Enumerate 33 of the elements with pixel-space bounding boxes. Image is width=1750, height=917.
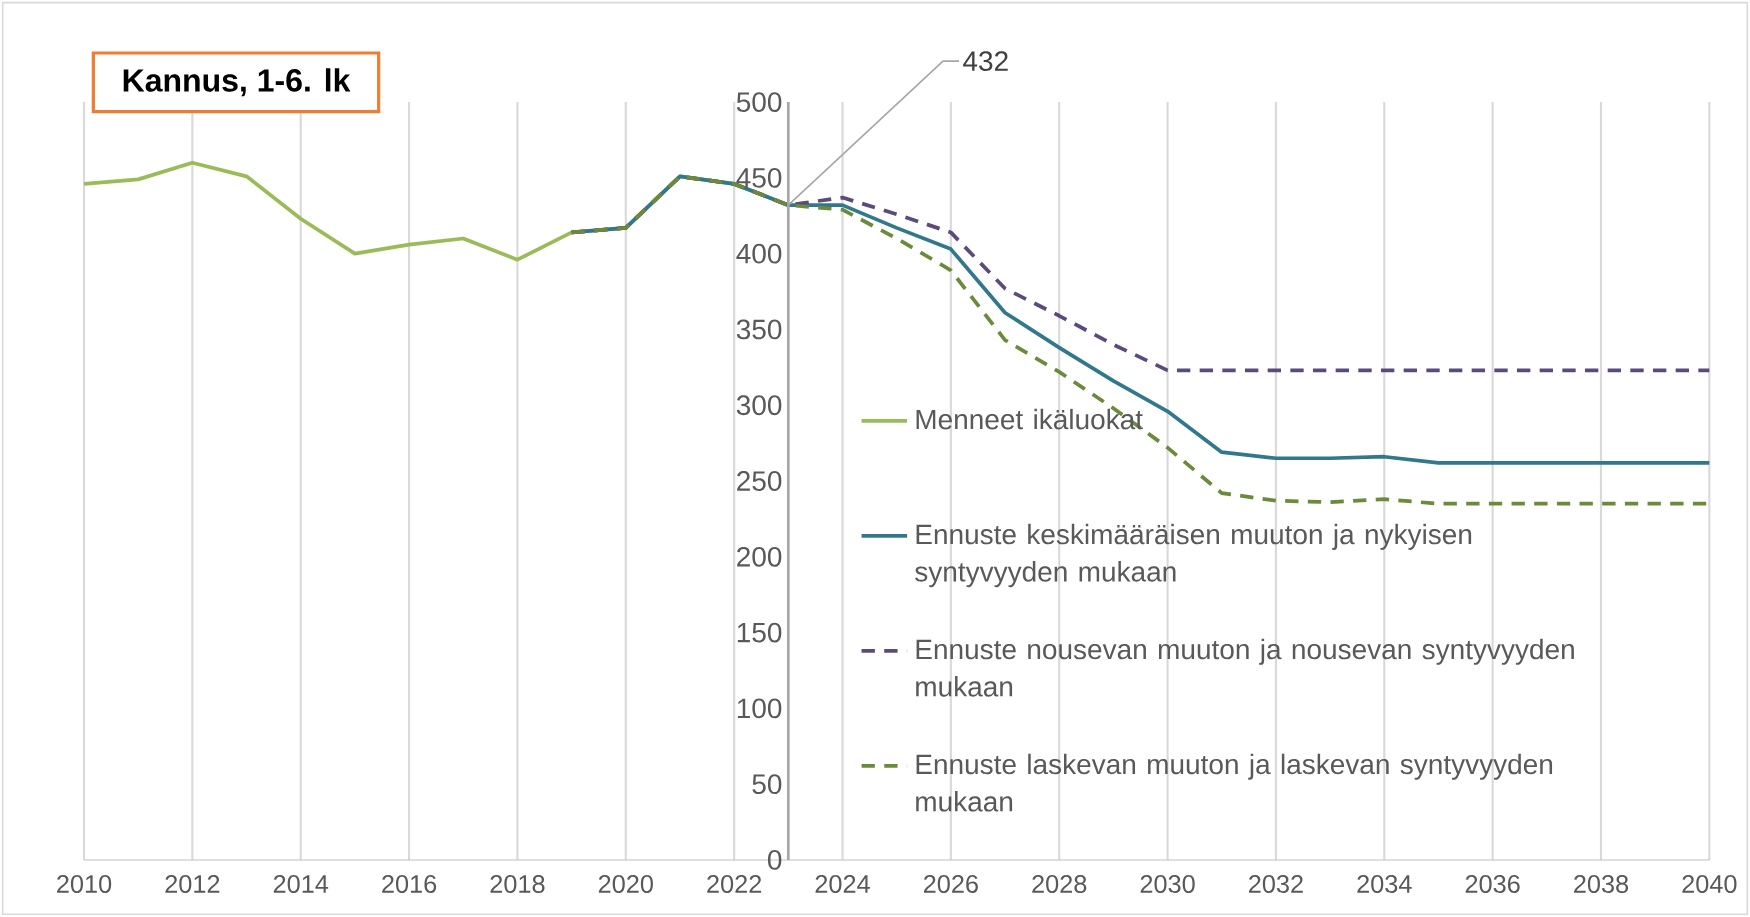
x-tick-label: 2036 [1465, 875, 1520, 893]
y-tick-label: 0 [767, 850, 782, 870]
x-tick-label: 2020 [598, 875, 653, 893]
y-tick-label: 250 [737, 471, 782, 491]
y-tick-label: 200 [737, 546, 782, 567]
x-tick-label: 2022 [707, 875, 762, 893]
x-tick-label: 2012 [165, 875, 220, 893]
y-tick-label: 50 [752, 774, 782, 795]
x-tick-label: 2034 [1357, 875, 1412, 893]
annotation: 432 [963, 51, 1008, 72]
x-tick-label: 2024 [815, 875, 870, 893]
chart-title: Kannus, 1-6. lk [123, 68, 351, 97]
y-tick-label: 450 [736, 167, 782, 188]
y-tick-label: 300 [736, 395, 782, 416]
y-tick-label: 350 [736, 319, 782, 340]
x-tick-label: 2032 [1248, 875, 1303, 893]
x-tick-label: 2026 [923, 875, 978, 893]
x-tick-label: 2038 [1574, 875, 1629, 893]
x-tick-label: 2018 [490, 875, 545, 893]
x-tick-label: 2040 [1682, 875, 1737, 893]
y-tick-label: 100 [737, 698, 782, 719]
x-tick-label: 2030 [1140, 875, 1195, 893]
y-tick-label: 500 [736, 92, 782, 112]
x-tick-label: 2028 [1032, 875, 1087, 893]
y-tick-label: 150 [737, 622, 782, 643]
legend-label: Menneet ikäluokat [916, 408, 1143, 430]
x-tick-label: 2010 [57, 875, 112, 893]
legend-label: Ennuste nousevan muuton ja nousevan syntyvyyden mukaan [916, 638, 1574, 697]
x-tick-label: 2016 [382, 875, 437, 893]
x-tick-label: 2014 [273, 875, 329, 893]
legend-label: Ennuste laskevan muuton ja laskevan syntyvyyden mukaan [916, 753, 1553, 812]
y-tick-label: 400 [736, 243, 782, 264]
legend-label: Ennuste keskimääräisen muuton ja nykyisen syntyvyyden mukaan [915, 523, 1472, 588]
